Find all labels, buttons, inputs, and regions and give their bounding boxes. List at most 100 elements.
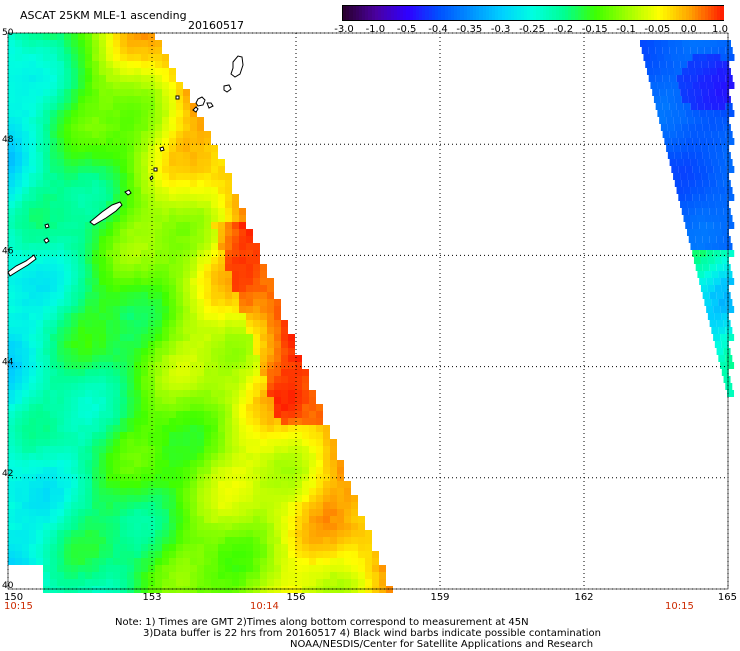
- data-cell: [162, 579, 169, 586]
- data-cell: [141, 299, 148, 306]
- data-cell: [688, 68, 696, 75]
- data-cell: [204, 236, 211, 243]
- data-cell: [720, 222, 728, 229]
- data-cell: [274, 397, 281, 404]
- data-cell: [29, 110, 36, 117]
- data-cell: [99, 68, 106, 75]
- data-cell: [50, 320, 57, 327]
- data-cell: [288, 481, 295, 488]
- data-cell: [667, 96, 675, 103]
- data-cell: [239, 313, 246, 320]
- data-cell: [288, 446, 295, 453]
- data-cell: [43, 292, 50, 299]
- data-cell: [183, 236, 190, 243]
- data-cell: [29, 362, 36, 369]
- data-cell: [302, 481, 309, 488]
- data-cell: [316, 565, 323, 572]
- data-cell: [225, 299, 232, 306]
- data-cell: [281, 418, 288, 425]
- color-swatch: [628, 6, 632, 20]
- data-cell: [99, 47, 106, 54]
- data-cell: [657, 82, 665, 89]
- data-cell: [253, 320, 260, 327]
- data-cell: [190, 110, 197, 117]
- data-cell: [162, 453, 169, 460]
- data-cell: [211, 418, 218, 425]
- data-cell: [197, 579, 204, 586]
- color-swatch: [647, 6, 651, 20]
- data-cell: [169, 82, 176, 89]
- data-cell: [176, 306, 183, 313]
- data-cell: [141, 278, 148, 285]
- data-cell: [218, 516, 225, 523]
- data-cell: [57, 201, 64, 208]
- data-cell: [148, 313, 155, 320]
- data-cell: [664, 82, 672, 89]
- data-cell: [120, 404, 127, 411]
- data-cell: [351, 572, 358, 579]
- data-cell: [99, 334, 106, 341]
- data-cell: [694, 173, 702, 180]
- data-cell: [204, 334, 211, 341]
- color-swatch: [644, 6, 648, 20]
- data-cell: [232, 278, 239, 285]
- data-cell: [183, 173, 190, 180]
- data-cell: [57, 47, 64, 54]
- data-cell: [176, 194, 183, 201]
- data-cell: [92, 586, 99, 593]
- data-cell: [281, 579, 288, 586]
- data-cell: [85, 327, 92, 334]
- data-cell: [71, 495, 78, 502]
- data-cell: [78, 383, 85, 390]
- data-cell: [106, 467, 113, 474]
- data-cell: [309, 404, 316, 411]
- data-cell: [106, 285, 113, 292]
- data-cell: [113, 61, 120, 68]
- data-cell: [78, 488, 85, 495]
- data-cell: [687, 89, 695, 96]
- data-cell: [50, 229, 57, 236]
- data-cell: [141, 82, 148, 89]
- data-cell: [253, 425, 260, 432]
- data-cell: [162, 75, 169, 82]
- data-cell: [141, 145, 148, 152]
- data-cell: [253, 523, 260, 530]
- data-cell: [246, 425, 253, 432]
- data-cell: [36, 89, 43, 96]
- data-cell: [148, 103, 155, 110]
- data-cell: [288, 411, 295, 418]
- data-cell: [22, 103, 29, 110]
- data-cell: [239, 320, 246, 327]
- data-cell: [64, 278, 71, 285]
- color-swatch: [634, 6, 638, 20]
- data-cell: [29, 124, 36, 131]
- data-cell: [57, 558, 64, 565]
- data-cell: [316, 411, 323, 418]
- data-cell: [22, 327, 29, 334]
- data-cell: [155, 54, 162, 61]
- data-cell: [64, 530, 71, 537]
- data-cell: [127, 278, 134, 285]
- data-cell: [697, 243, 705, 250]
- data-cell: [218, 376, 225, 383]
- data-cell: [106, 537, 113, 544]
- data-cell: [85, 166, 92, 173]
- data-cell: [155, 292, 162, 299]
- data-cell: [725, 159, 733, 166]
- data-cell: [204, 271, 211, 278]
- data-cell: [246, 278, 253, 285]
- data-cell: [711, 103, 719, 110]
- island-shape: [153, 167, 158, 172]
- data-cell: [183, 222, 190, 229]
- data-cell: [169, 320, 176, 327]
- data-cell: [134, 320, 141, 327]
- data-cell: [29, 166, 36, 173]
- data-cell: [260, 586, 267, 593]
- data-cell: [232, 257, 239, 264]
- data-cell: [50, 551, 57, 558]
- data-cell: [190, 439, 197, 446]
- data-cell: [204, 558, 211, 565]
- data-cell: [176, 285, 183, 292]
- data-cell: [267, 404, 274, 411]
- data-cell: [267, 320, 274, 327]
